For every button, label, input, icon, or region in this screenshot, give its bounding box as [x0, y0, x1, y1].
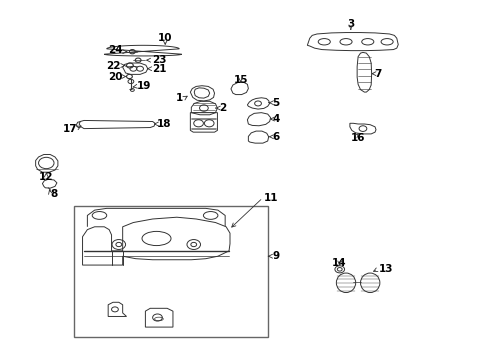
Bar — [74, 206, 267, 337]
Text: 19: 19 — [137, 81, 151, 91]
Text: 13: 13 — [378, 264, 392, 274]
Text: 17: 17 — [63, 124, 78, 134]
Text: 7: 7 — [373, 69, 381, 79]
Text: 10: 10 — [158, 33, 172, 43]
Text: 24: 24 — [108, 45, 122, 55]
Text: 12: 12 — [39, 172, 53, 182]
Text: 18: 18 — [156, 119, 171, 129]
Text: 3: 3 — [346, 19, 354, 29]
Text: 9: 9 — [272, 251, 279, 261]
Text: 6: 6 — [272, 132, 279, 142]
Text: 4: 4 — [272, 114, 279, 124]
Text: 1: 1 — [175, 94, 182, 103]
Text: 5: 5 — [272, 98, 279, 108]
Text: 15: 15 — [233, 75, 247, 85]
Text: 21: 21 — [151, 64, 166, 74]
Text: 14: 14 — [331, 258, 346, 268]
Text: 11: 11 — [264, 193, 278, 203]
Text: 23: 23 — [151, 55, 166, 65]
Text: 2: 2 — [219, 103, 226, 113]
Text: 20: 20 — [108, 72, 122, 81]
Text: 8: 8 — [50, 189, 57, 199]
Text: 16: 16 — [350, 133, 365, 143]
Text: 22: 22 — [106, 60, 121, 71]
